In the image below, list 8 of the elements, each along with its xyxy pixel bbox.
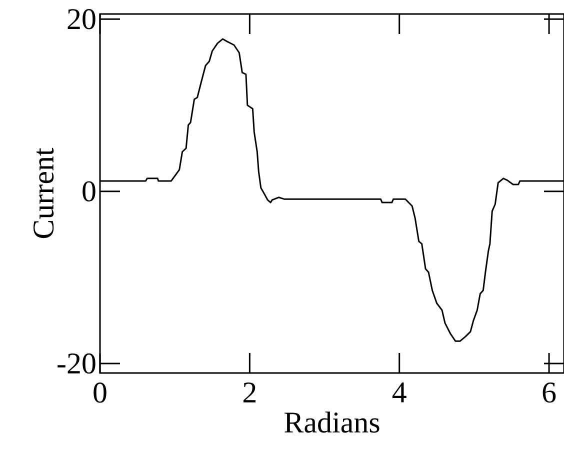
y-tick-label: -20 [58,353,96,374]
x-tick-label: 6 [542,382,556,403]
y-tick-label: 20 [68,9,96,30]
y-tick-label: 0 [82,181,96,202]
x-tick-label: 4 [392,382,406,402]
x-axis-title: Radians [284,412,380,433]
y-axis-title: Current [33,148,54,238]
x-tick-label: 2 [243,382,256,402]
